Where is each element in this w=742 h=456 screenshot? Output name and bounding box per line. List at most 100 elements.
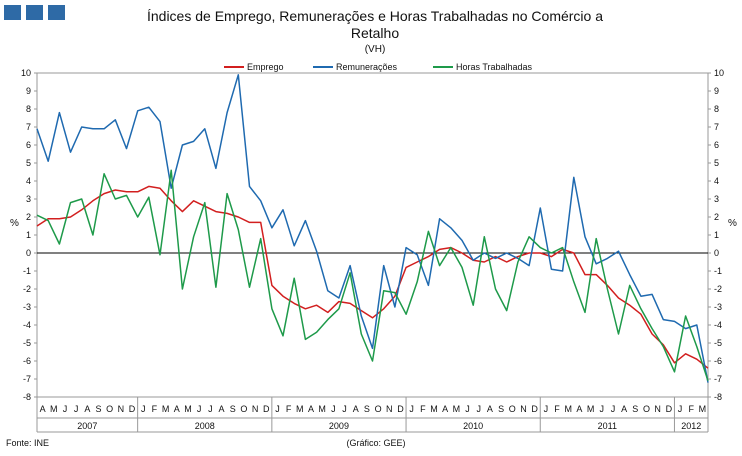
x-month-label: S bbox=[364, 404, 370, 414]
legend-label: Emprego bbox=[247, 62, 284, 72]
x-year-label: 2012 bbox=[681, 421, 701, 431]
x-month-label: J bbox=[678, 404, 683, 414]
y-axis-label-left: % bbox=[10, 218, 19, 229]
y-tick-right: 9 bbox=[714, 86, 719, 96]
x-month-label: J bbox=[544, 404, 549, 414]
series-lines bbox=[36, 74, 709, 383]
x-month-label: J bbox=[275, 404, 280, 414]
y-tick-right: 7 bbox=[714, 122, 719, 132]
x-month-label: M bbox=[430, 404, 438, 414]
x-month-label: M bbox=[50, 404, 58, 414]
y-tick-right: -5 bbox=[714, 338, 722, 348]
x-month-label: D bbox=[263, 404, 270, 414]
x-month-label: F bbox=[286, 404, 292, 414]
x-month-label: J bbox=[74, 404, 79, 414]
x-year-label: 2009 bbox=[329, 421, 349, 431]
legend-label: Horas Trabalhadas bbox=[456, 62, 533, 72]
y-tick-right: -8 bbox=[714, 392, 722, 402]
x-month-label: J bbox=[465, 404, 470, 414]
x-month-label: M bbox=[296, 404, 304, 414]
x-month-label: N bbox=[520, 404, 527, 414]
y-axis-ticks: 10 109 98 87 76 65 54 43 32 21 10 0-1 -1-2 -2-3 -3-4 -4… bbox=[21, 68, 724, 402]
x-month-label: A bbox=[576, 404, 582, 414]
x-month-label: A bbox=[40, 404, 46, 414]
x-month-label: M bbox=[162, 404, 170, 414]
y-tick-left: -2 bbox=[23, 284, 31, 294]
x-month-label: M bbox=[184, 404, 192, 414]
y-axis-label-right: % bbox=[728, 218, 737, 229]
logo-square-2 bbox=[26, 5, 43, 20]
chart-title-line1: Índices de Emprego, Remunerações e Horas… bbox=[147, 8, 603, 24]
x-month-label: M bbox=[587, 404, 595, 414]
x-month-label: S bbox=[96, 404, 102, 414]
y-tick-left: -5 bbox=[23, 338, 31, 348]
x-month-label: O bbox=[643, 404, 650, 414]
footer-source: Fonte: INE bbox=[6, 438, 49, 448]
legend-label: Remunerações bbox=[336, 62, 398, 72]
x-month-label: S bbox=[498, 404, 504, 414]
y-tick-left: -7 bbox=[23, 374, 31, 384]
x-month-label: J bbox=[600, 404, 605, 414]
x-month-label: A bbox=[353, 404, 359, 414]
legend: Emprego Remunerações Horas Trabalhadas bbox=[224, 62, 533, 72]
y-tick-left: -4 bbox=[23, 320, 31, 330]
y-tick-left: -3 bbox=[23, 302, 31, 312]
series-line-remunera-es bbox=[36, 74, 709, 383]
y-tick-left: -6 bbox=[23, 356, 31, 366]
y-tick-right: 5 bbox=[714, 158, 719, 168]
x-month-label: M bbox=[453, 404, 461, 414]
chart-title-line2: Retalho bbox=[351, 25, 399, 41]
y-tick-right: -2 bbox=[714, 284, 722, 294]
x-month-label: J bbox=[409, 404, 414, 414]
y-tick-right: 0 bbox=[714, 248, 719, 258]
y-tick-right: 10 bbox=[714, 68, 724, 78]
y-tick-left: 8 bbox=[26, 104, 31, 114]
x-month-label: O bbox=[509, 404, 516, 414]
x-year-label: 2007 bbox=[77, 421, 97, 431]
x-month-label: A bbox=[487, 404, 493, 414]
x-month-label: A bbox=[84, 404, 90, 414]
y-tick-right: -4 bbox=[714, 320, 722, 330]
series-line-emprego bbox=[36, 185, 709, 369]
x-month-label: J bbox=[611, 404, 616, 414]
x-month-label: S bbox=[230, 404, 236, 414]
x-month-label: J bbox=[342, 404, 347, 414]
x-month-label: J bbox=[141, 404, 146, 414]
x-month-label: J bbox=[476, 404, 481, 414]
x-month-label: D bbox=[397, 404, 404, 414]
y-tick-left: -1 bbox=[23, 266, 31, 276]
y-tick-left: 2 bbox=[26, 212, 31, 222]
y-tick-right: 4 bbox=[714, 176, 719, 186]
x-month-label: M bbox=[699, 404, 707, 414]
y-tick-left: 0 bbox=[26, 248, 31, 258]
y-tick-left: 6 bbox=[26, 140, 31, 150]
y-tick-right: -6 bbox=[714, 356, 722, 366]
x-month-label: J bbox=[63, 404, 68, 414]
y-tick-left: 7 bbox=[26, 122, 31, 132]
x-month-label: F bbox=[554, 404, 560, 414]
y-tick-right: 2 bbox=[714, 212, 719, 222]
y-tick-left: 4 bbox=[26, 176, 31, 186]
x-month-label: D bbox=[666, 404, 673, 414]
x-month-label: O bbox=[375, 404, 382, 414]
x-year-label: 2010 bbox=[463, 421, 483, 431]
x-month-label: D bbox=[531, 404, 538, 414]
x-year-label: 2011 bbox=[598, 421, 617, 431]
x-month-label: S bbox=[632, 404, 638, 414]
x-month-label: A bbox=[219, 404, 225, 414]
series-line-horas-trabalhadas bbox=[36, 169, 709, 382]
x-month-label: A bbox=[442, 404, 448, 414]
x-month-label: J bbox=[208, 404, 213, 414]
chart-subtitle: (VH) bbox=[365, 44, 386, 55]
y-tick-right: 3 bbox=[714, 194, 719, 204]
x-month-label: N bbox=[654, 404, 661, 414]
y-tick-left: 9 bbox=[26, 86, 31, 96]
x-month-label: M bbox=[564, 404, 572, 414]
x-month-label: D bbox=[129, 404, 136, 414]
y-tick-right: 1 bbox=[714, 230, 719, 240]
x-month-label: N bbox=[386, 404, 393, 414]
x-month-label: O bbox=[106, 404, 113, 414]
y-tick-right: -1 bbox=[714, 266, 722, 276]
